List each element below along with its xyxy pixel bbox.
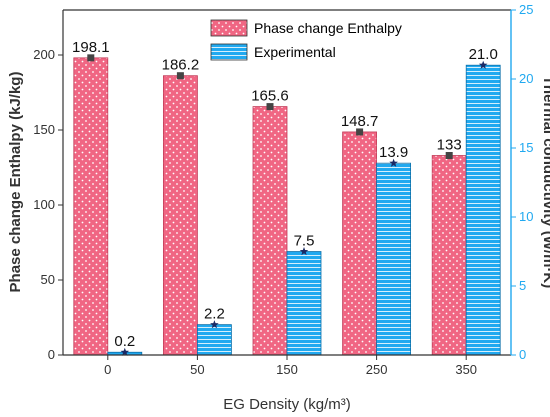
marker-enthalpy-250 [356, 128, 364, 136]
label-enthalpy-50: 186.2 [162, 57, 200, 74]
bar-enthalpy-150 [252, 106, 288, 356]
label-enthalpy-350: 133 [437, 137, 462, 154]
y-left-tick-label-100: 100 [33, 197, 55, 212]
data-labels-layer: 198.1 0.2 186.2 2.2 165.6 7.5 148.713.9 133 21.0 [72, 39, 498, 356]
label-enthalpy-250: 148.7 [341, 113, 379, 130]
legend-swatch-enthalpy [210, 19, 248, 37]
x-axis-title: EG Density (kg/m³) [223, 396, 351, 413]
y-left-tick-label-0: 0 [48, 347, 55, 362]
label-experimental-250: 13.9 [379, 144, 408, 161]
label-enthalpy-150: 165.6 [251, 88, 289, 105]
axes-layer: 0 50 150 250 350 0 50 100 150 200 0 5 10 15 20 25 [33, 2, 533, 377]
marker-experimental-0 [120, 347, 130, 356]
bar-enthalpy-0 [73, 57, 109, 356]
bar-experimental-150 [286, 251, 322, 356]
y-right-tick-label-0: 0 [519, 347, 526, 362]
x-tick-label-150: 150 [276, 362, 298, 377]
bar-enthalpy-250 [342, 131, 378, 356]
legend-swatch-experimental [210, 43, 248, 61]
label-experimental-0: 0.2 [114, 333, 135, 350]
y-right-tick-label-25: 25 [519, 2, 533, 17]
bar-enthalpy-50 [162, 75, 198, 356]
y-right-tick-label-20: 20 [519, 71, 533, 86]
label-enthalpy-0: 198.1 [72, 39, 110, 56]
bars-layer [73, 57, 501, 356]
y-right-tick-label-5: 5 [519, 278, 526, 293]
marker-experimental-50 [210, 320, 219, 329]
bar-experimental-50 [196, 324, 232, 356]
legend-label-enthalpy: Phase change Enthalpy [254, 20, 402, 36]
y-right-tick-label-10: 10 [519, 209, 533, 224]
y-right-tick-label-15: 15 [519, 140, 533, 155]
legend: Phase change Enthalpy Experimental [210, 19, 402, 61]
marker-experimental-150 [299, 247, 309, 256]
bar-experimental-350 [465, 64, 501, 356]
marker-enthalpy-50 [176, 72, 184, 80]
y-axis-title-left: Phase change Enthalpy (kJ/kg) [7, 72, 24, 293]
x-tick-label-0: 0 [104, 362, 111, 377]
label-experimental-50: 2.2 [204, 306, 225, 323]
y-left-tick-label-200: 200 [33, 47, 55, 62]
label-experimental-350: 21.0 [469, 46, 498, 63]
marker-enthalpy-350 [445, 152, 453, 159]
y-axis-title-right: Thermal conductivity (W/m·K) [540, 76, 550, 289]
bar-enthalpy-350 [431, 155, 467, 356]
x-tick-label-350: 350 [455, 362, 477, 377]
y-left-tick-label-50: 50 [41, 272, 55, 287]
marker-experimental-250 [389, 158, 398, 167]
marker-experimental-350 [478, 60, 488, 69]
x-tick-label-50: 50 [190, 362, 204, 377]
bar-experimental-250 [376, 162, 412, 356]
legend-label-experimental: Experimental [254, 44, 336, 60]
y-left-tick-label-150: 150 [33, 122, 55, 137]
marker-enthalpy-150 [266, 103, 274, 111]
marker-enthalpy-0 [87, 54, 95, 62]
x-tick-label-250: 250 [366, 362, 388, 377]
label-experimental-150: 7.5 [294, 233, 315, 250]
